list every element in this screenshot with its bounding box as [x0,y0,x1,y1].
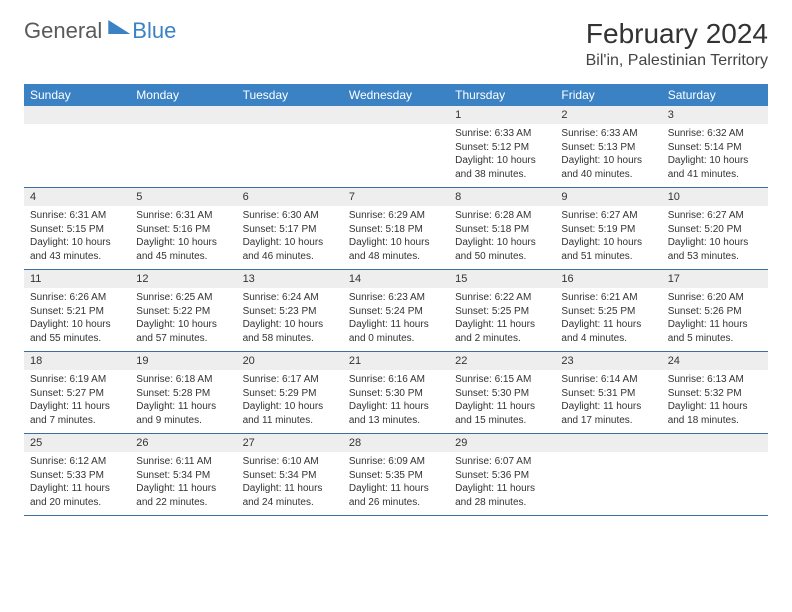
day-number [24,106,130,124]
day-number: 16 [555,270,661,289]
day-cell: Sunrise: 6:31 AM Sunset: 5:16 PM Dayligh… [130,206,236,270]
day-number: 21 [343,352,449,371]
day-number: 6 [237,188,343,207]
day-cell [130,124,236,188]
day-cell: Sunrise: 6:15 AM Sunset: 5:30 PM Dayligh… [449,370,555,434]
day-number: 15 [449,270,555,289]
day-cell: Sunrise: 6:21 AM Sunset: 5:25 PM Dayligh… [555,288,661,352]
day-number: 14 [343,270,449,289]
day-header-fri: Friday [555,84,661,106]
day-cell: Sunrise: 6:07 AM Sunset: 5:36 PM Dayligh… [449,452,555,516]
day-number [343,106,449,124]
day-cell [24,124,130,188]
day-cell: Sunrise: 6:23 AM Sunset: 5:24 PM Dayligh… [343,288,449,352]
day-cell: Sunrise: 6:17 AM Sunset: 5:29 PM Dayligh… [237,370,343,434]
day-header-row: Sunday Monday Tuesday Wednesday Thursday… [24,84,768,106]
day-cell: Sunrise: 6:29 AM Sunset: 5:18 PM Dayligh… [343,206,449,270]
day-cell: Sunrise: 6:27 AM Sunset: 5:20 PM Dayligh… [662,206,768,270]
day-cell: Sunrise: 6:12 AM Sunset: 5:33 PM Dayligh… [24,452,130,516]
calendar-body: 123Sunrise: 6:33 AM Sunset: 5:12 PM Dayl… [24,106,768,516]
daynum-row: 45678910 [24,188,768,207]
day-header-sun: Sunday [24,84,130,106]
day-number: 28 [343,434,449,453]
day-cell: Sunrise: 6:20 AM Sunset: 5:26 PM Dayligh… [662,288,768,352]
calendar-page: General Blue February 2024 Bil'in, Pales… [0,0,792,534]
day-header-sat: Saturday [662,84,768,106]
day-number: 9 [555,188,661,207]
daynum-row: 123 [24,106,768,124]
day-cell: Sunrise: 6:10 AM Sunset: 5:34 PM Dayligh… [237,452,343,516]
day-number: 27 [237,434,343,453]
day-cell: Sunrise: 6:22 AM Sunset: 5:25 PM Dayligh… [449,288,555,352]
day-number: 29 [449,434,555,453]
daynum-row: 11121314151617 [24,270,768,289]
day-number [237,106,343,124]
day-cell: Sunrise: 6:13 AM Sunset: 5:32 PM Dayligh… [662,370,768,434]
daynum-row: 2526272829 [24,434,768,453]
day-cell: Sunrise: 6:30 AM Sunset: 5:17 PM Dayligh… [237,206,343,270]
day-number: 20 [237,352,343,371]
day-number: 19 [130,352,236,371]
location: Bil'in, Palestinian Territory [586,52,768,70]
day-cell: Sunrise: 6:24 AM Sunset: 5:23 PM Dayligh… [237,288,343,352]
day-cell: Sunrise: 6:14 AM Sunset: 5:31 PM Dayligh… [555,370,661,434]
daynum-row: 18192021222324 [24,352,768,371]
day-number: 22 [449,352,555,371]
day-number: 10 [662,188,768,207]
day-number: 25 [24,434,130,453]
day-cell: Sunrise: 6:11 AM Sunset: 5:34 PM Dayligh… [130,452,236,516]
day-cell: Sunrise: 6:25 AM Sunset: 5:22 PM Dayligh… [130,288,236,352]
day-cell: Sunrise: 6:27 AM Sunset: 5:19 PM Dayligh… [555,206,661,270]
logo-text-blue: Blue [132,18,176,44]
day-content-row: Sunrise: 6:33 AM Sunset: 5:12 PM Dayligh… [24,124,768,188]
day-number [130,106,236,124]
day-cell: Sunrise: 6:33 AM Sunset: 5:13 PM Dayligh… [555,124,661,188]
day-number: 17 [662,270,768,289]
header: General Blue February 2024 Bil'in, Pales… [24,18,768,70]
logo-triangle-icon [108,20,130,34]
day-header-tue: Tuesday [237,84,343,106]
day-cell: Sunrise: 6:28 AM Sunset: 5:18 PM Dayligh… [449,206,555,270]
day-content-row: Sunrise: 6:19 AM Sunset: 5:27 PM Dayligh… [24,370,768,434]
day-cell: Sunrise: 6:16 AM Sunset: 5:30 PM Dayligh… [343,370,449,434]
day-number [555,434,661,453]
day-cell: Sunrise: 6:31 AM Sunset: 5:15 PM Dayligh… [24,206,130,270]
day-number: 4 [24,188,130,207]
day-number: 18 [24,352,130,371]
day-content-row: Sunrise: 6:31 AM Sunset: 5:15 PM Dayligh… [24,206,768,270]
day-number: 13 [237,270,343,289]
day-number: 23 [555,352,661,371]
month-title: February 2024 [586,18,768,50]
day-number: 8 [449,188,555,207]
title-block: February 2024 Bil'in, Palestinian Territ… [586,18,768,70]
logo: General Blue [24,18,176,44]
day-cell: Sunrise: 6:33 AM Sunset: 5:12 PM Dayligh… [449,124,555,188]
day-cell: Sunrise: 6:09 AM Sunset: 5:35 PM Dayligh… [343,452,449,516]
day-content-row: Sunrise: 6:12 AM Sunset: 5:33 PM Dayligh… [24,452,768,516]
day-cell: Sunrise: 6:18 AM Sunset: 5:28 PM Dayligh… [130,370,236,434]
day-cell: Sunrise: 6:32 AM Sunset: 5:14 PM Dayligh… [662,124,768,188]
day-number: 5 [130,188,236,207]
day-header-wed: Wednesday [343,84,449,106]
day-header-mon: Monday [130,84,236,106]
day-number: 2 [555,106,661,124]
day-cell [662,452,768,516]
day-number: 11 [24,270,130,289]
day-number: 3 [662,106,768,124]
day-cell: Sunrise: 6:26 AM Sunset: 5:21 PM Dayligh… [24,288,130,352]
day-cell [555,452,661,516]
day-number: 12 [130,270,236,289]
day-cell [343,124,449,188]
calendar-table: Sunday Monday Tuesday Wednesday Thursday… [24,84,768,516]
day-number: 7 [343,188,449,207]
day-cell [237,124,343,188]
day-content-row: Sunrise: 6:26 AM Sunset: 5:21 PM Dayligh… [24,288,768,352]
day-header-thu: Thursday [449,84,555,106]
day-number [662,434,768,453]
day-cell: Sunrise: 6:19 AM Sunset: 5:27 PM Dayligh… [24,370,130,434]
day-number: 26 [130,434,236,453]
day-number: 24 [662,352,768,371]
day-number: 1 [449,106,555,124]
logo-text-general: General [24,18,102,44]
